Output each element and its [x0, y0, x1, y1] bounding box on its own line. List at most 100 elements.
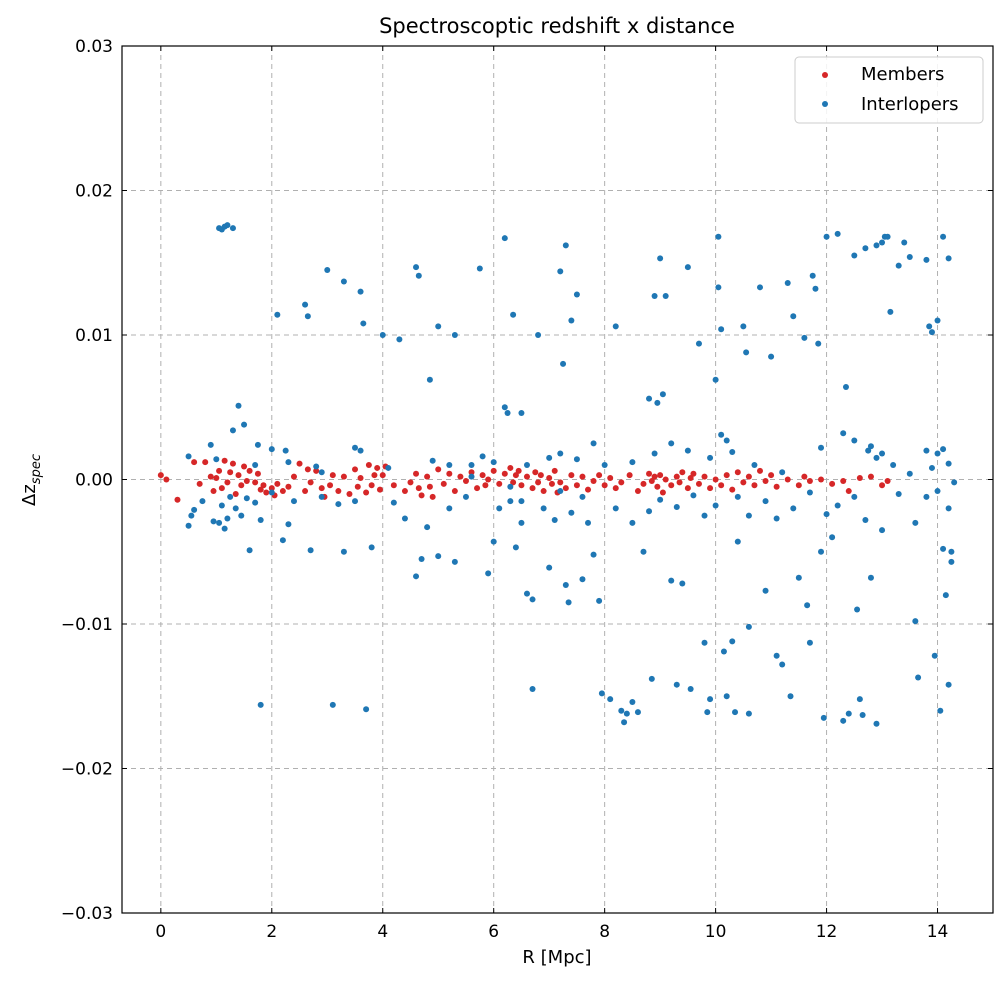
- interloper-point: [712, 376, 719, 383]
- interloper-point: [840, 430, 847, 437]
- x-axis-label: R [Mpc]: [522, 947, 591, 968]
- interloper-point: [690, 492, 697, 499]
- interloper-point: [413, 573, 420, 580]
- interloper-point: [948, 558, 955, 565]
- interloper-point: [629, 519, 636, 526]
- interloper-point: [851, 493, 858, 500]
- interloper-point: [246, 547, 253, 554]
- interloper-point: [734, 493, 741, 500]
- member-point: [657, 472, 664, 479]
- interloper-point: [562, 242, 569, 249]
- member-point: [202, 459, 209, 466]
- interloper-point: [784, 279, 791, 286]
- member-point: [390, 482, 397, 489]
- interloper-point: [490, 538, 497, 545]
- member-point: [313, 467, 320, 474]
- interloper-point: [329, 701, 336, 708]
- member-point: [712, 476, 719, 483]
- member-point: [191, 459, 198, 466]
- interloper-point: [923, 256, 930, 263]
- member-point: [374, 464, 381, 471]
- member-point: [440, 480, 447, 487]
- interloper-point: [940, 446, 947, 453]
- interloper-point: [818, 444, 825, 451]
- member-point: [401, 488, 408, 495]
- interloper-point: [585, 519, 592, 526]
- member-point: [302, 488, 309, 495]
- interloper-point: [873, 720, 880, 727]
- interloper-point: [779, 469, 786, 476]
- interloper-point: [573, 291, 580, 298]
- member-point: [507, 464, 514, 471]
- interloper-point: [867, 443, 874, 450]
- member-point: [335, 488, 342, 495]
- member-point: [490, 467, 497, 474]
- interloper-point: [718, 326, 725, 333]
- interloper-point: [598, 690, 605, 697]
- member-point: [845, 488, 852, 495]
- member-point: [357, 475, 364, 482]
- interloper-point: [779, 661, 786, 668]
- interloper-point: [340, 548, 347, 555]
- interloper-point: [740, 323, 747, 330]
- interloper-point: [723, 437, 730, 444]
- interloper-point: [862, 245, 869, 252]
- member-point: [210, 488, 217, 495]
- interloper-point: [923, 493, 930, 500]
- interloper-point: [684, 447, 691, 454]
- y-tick-label: 0.00: [75, 471, 113, 491]
- interloper-point: [915, 674, 922, 681]
- interloper-point: [845, 710, 852, 717]
- interloper-point: [446, 462, 453, 469]
- member-point: [596, 472, 603, 479]
- x-tick-label: 6: [488, 922, 499, 942]
- member-point: [157, 472, 164, 479]
- member-point: [562, 485, 569, 492]
- member-point: [590, 477, 597, 484]
- member-point: [654, 483, 661, 490]
- interloper-point: [529, 686, 536, 693]
- x-tick-label: 4: [377, 922, 388, 942]
- member-point: [773, 483, 780, 490]
- member-point: [207, 473, 214, 480]
- interloper-point: [790, 313, 797, 320]
- interloper-point: [879, 239, 886, 246]
- interloper-point: [185, 453, 192, 460]
- interloper-point: [812, 285, 819, 292]
- members-series: [157, 457, 891, 503]
- member-point: [801, 473, 808, 480]
- member-point: [557, 479, 564, 486]
- member-point: [662, 476, 669, 483]
- member-point: [618, 479, 625, 486]
- member-point: [568, 472, 575, 479]
- interloper-point: [934, 450, 941, 457]
- interloper-point: [851, 252, 858, 259]
- member-point: [241, 463, 248, 470]
- member-point: [482, 482, 489, 489]
- tick-layer: 0 2 4 6 8 10 12 14 −0.03 −0.02 −0.01 0.00 0.01 0.02 0.…: [61, 37, 993, 942]
- member-point: [784, 476, 791, 483]
- member-point: [365, 462, 372, 469]
- member-point: [884, 477, 891, 484]
- member-point: [673, 473, 680, 480]
- interloper-point: [906, 470, 913, 477]
- member-point: [734, 469, 741, 476]
- x-tick-label: 10: [705, 922, 727, 942]
- legend-members-label: Members: [861, 64, 944, 85]
- interloper-point: [504, 410, 511, 417]
- interloper-point: [743, 349, 750, 356]
- interloper-point: [806, 489, 813, 496]
- interloper-point: [937, 707, 944, 714]
- interloper-point: [535, 332, 542, 338]
- interloper-point: [912, 519, 919, 526]
- interloper-point: [546, 454, 553, 461]
- interloper-point: [873, 454, 880, 461]
- interloper-point: [485, 570, 492, 577]
- y-tick-label: −0.02: [61, 760, 113, 780]
- interloper-point: [948, 548, 955, 555]
- y-axis-label: Δzspec: [19, 454, 44, 506]
- member-point: [768, 472, 775, 479]
- y-tick-label: −0.01: [61, 615, 113, 635]
- member-point: [304, 466, 311, 473]
